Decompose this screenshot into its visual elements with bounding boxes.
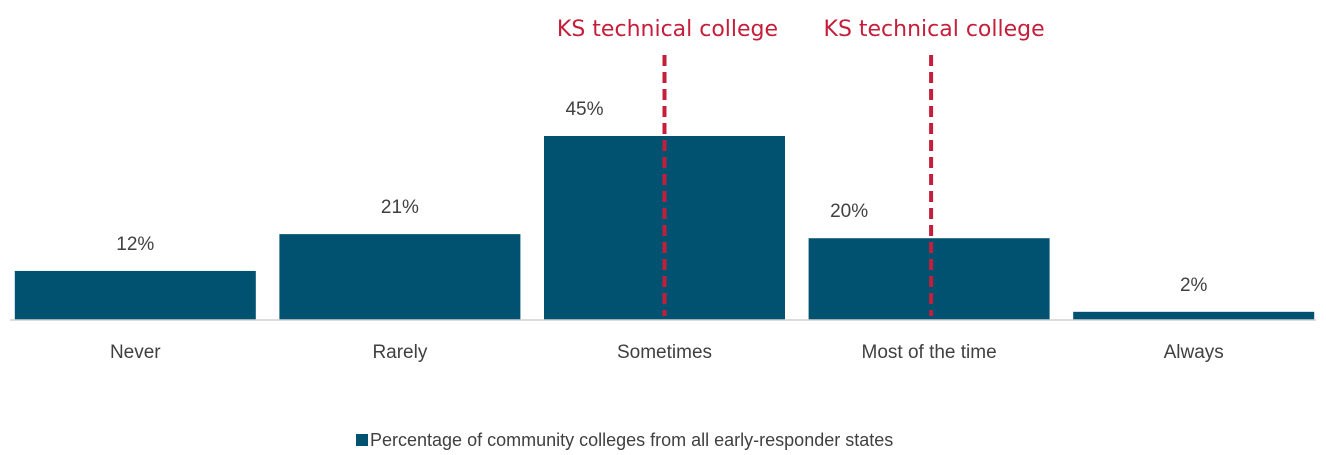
x-tick-label: Most of the time — [862, 342, 997, 363]
legend-label: Percentage of community colleges from al… — [370, 430, 893, 450]
x-tick-label: Sometimes — [617, 342, 712, 363]
legend-swatch — [356, 434, 368, 446]
data-label: 45% — [565, 99, 603, 120]
bar — [279, 234, 521, 320]
bar — [1073, 311, 1315, 320]
bar — [14, 270, 256, 320]
x-tick-label: Always — [1164, 342, 1224, 363]
annotation: KS technical college — [557, 17, 778, 42]
x-tick-label: Rarely — [372, 342, 427, 363]
data-label: 12% — [116, 234, 154, 255]
data-label: 2% — [1180, 275, 1208, 296]
x-tick-label: Never — [110, 342, 161, 363]
data-label: 21% — [381, 197, 419, 218]
annotation: KS technical college — [824, 17, 1045, 42]
data-label: 20% — [830, 201, 868, 222]
